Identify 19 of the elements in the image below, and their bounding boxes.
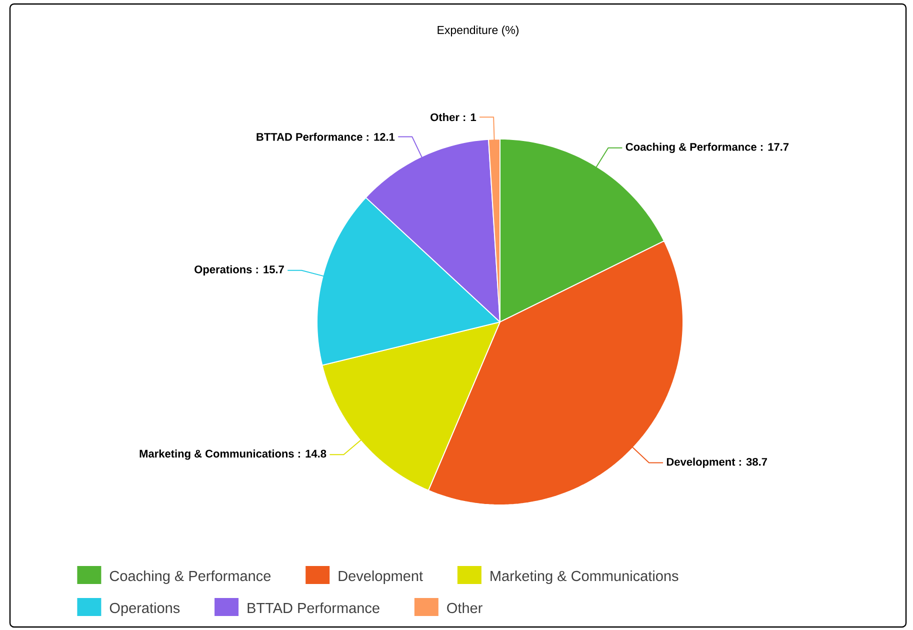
data-label: : 38.7	[739, 458, 767, 466]
data-label: : 14.8	[298, 450, 326, 458]
legend-label: Operations	[110, 602, 180, 616]
legend-label: BTTAD Performance	[248, 602, 380, 614]
slice-label: Coaching & Performance	[626, 142, 756, 154]
slice-label: Development	[666, 458, 736, 468]
legend-label: Coaching & Performance	[110, 570, 271, 584]
legend-label: Development	[338, 570, 423, 584]
legend-label: Marketing & Communications	[490, 570, 678, 584]
slice-label: BTTAD Performance	[256, 132, 362, 141]
slice-label: Operations	[194, 265, 252, 276]
data-label: : 1	[464, 113, 476, 122]
slice-label: Other	[430, 113, 460, 122]
legend-label: Other	[447, 602, 482, 614]
slice-label: Marketing & Communications	[140, 449, 294, 460]
data-label: : 17.7	[760, 143, 789, 151]
chart-title: Expenditure (%)	[438, 26, 518, 36]
data-label: : 15.7	[256, 266, 284, 274]
data-label: : 12.1	[366, 133, 395, 141]
